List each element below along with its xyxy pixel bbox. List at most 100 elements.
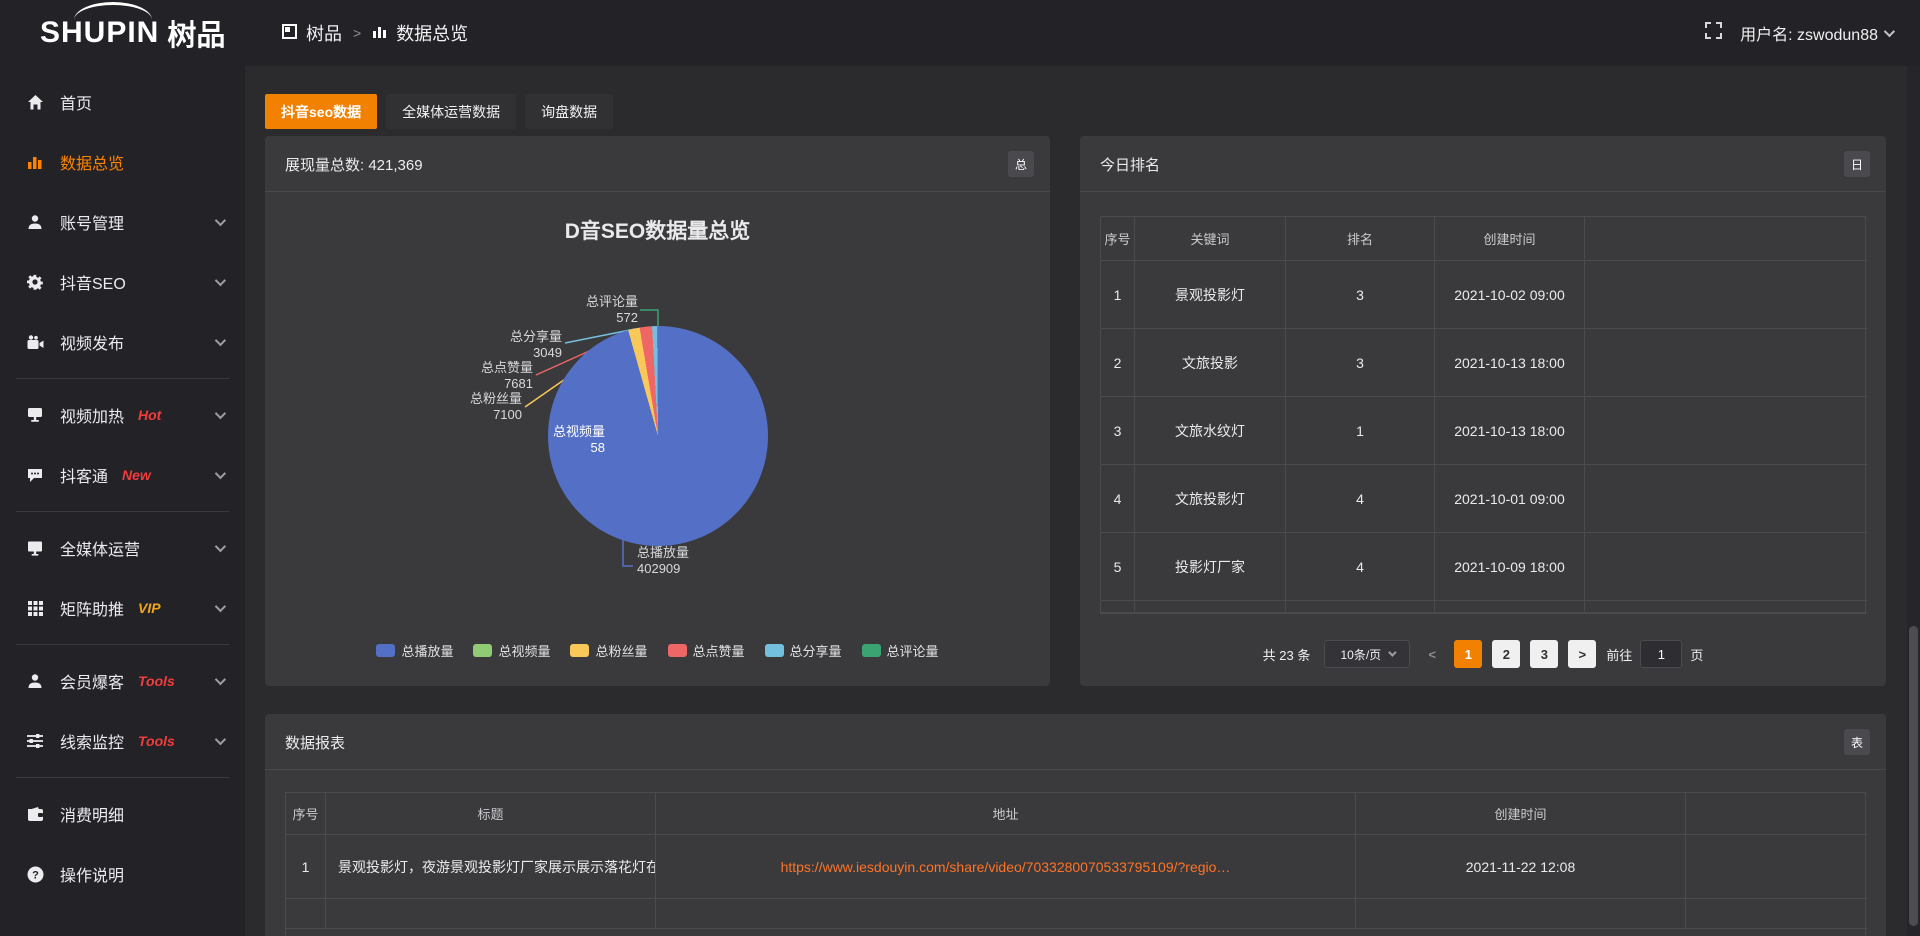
sidebar-item-label: 消费明细 (60, 808, 125, 825)
page-unit-label: 页 (1690, 647, 1704, 663)
chevron-down-icon (214, 274, 227, 287)
table-tail-cell (1686, 899, 1867, 929)
table-cell: 2021-10-13 18:00 (1435, 397, 1585, 465)
sidebar-item-account[interactable]: 账号管理 (0, 192, 245, 252)
sidebar-item-clue-monitor[interactable]: 线索监控 Tools (0, 711, 245, 771)
chevron-down-icon (1883, 25, 1896, 38)
next-page-button[interactable]: > (1568, 640, 1597, 668)
table-cell-empty (1585, 329, 1867, 397)
legend-item[interactable]: 总视频量 (473, 641, 550, 660)
column-header: 序号 (286, 793, 326, 835)
tab-douyin-seo-data[interactable]: 抖音seo数据 (265, 94, 378, 129)
tools-badge: Tools (138, 733, 175, 749)
breadcrumb-root[interactable]: 树品 (306, 24, 342, 44)
legend-swatch (570, 644, 590, 657)
page-button-3[interactable]: 3 (1530, 640, 1559, 668)
page-size-select[interactable]: 10条/页 (1324, 640, 1411, 668)
page-button-1[interactable]: 1 (1454, 640, 1483, 668)
logo-text-cn: 树品 (167, 20, 226, 52)
home-icon (26, 93, 44, 111)
goto-page-input[interactable] (1640, 640, 1683, 668)
table-tail-cell (1101, 601, 1135, 613)
tab-inquiry-data[interactable]: 询盘数据 (525, 94, 614, 129)
user-menu[interactable]: 用户名: zswodun88 (1740, 21, 1896, 45)
column-header: 创建时间 (1356, 793, 1686, 835)
chevron-down-icon (214, 600, 227, 613)
scrollbar-thumb[interactable] (1909, 626, 1918, 926)
total-view-button[interactable]: 总 (1008, 151, 1034, 177)
seo-pie-chart: D音SEO数据量总览 总评论量 572 总分享量 3049 (265, 193, 1050, 685)
legend-item[interactable]: 总播放量 (376, 641, 453, 660)
fullscreen-icon[interactable] (1705, 22, 1723, 44)
column-header: 地址 (656, 793, 1356, 835)
pagination-total: 共 23 条 (1262, 647, 1311, 663)
user-icon (26, 213, 44, 231)
pie-label-likes: 总点赞量 7681 (480, 360, 533, 391)
chevron-down-icon (214, 673, 227, 686)
chat-bubble-icon (26, 466, 44, 484)
overview-panel: 展现量总数: 421,369 总 D音SEO数据量总览 总评论量 572 (265, 136, 1050, 686)
table-cell: 4 (1286, 465, 1435, 533)
table-cell-empty (1585, 397, 1867, 465)
wallet-icon (26, 805, 44, 823)
chevron-down-icon (214, 214, 227, 227)
sidebar-item-douyin-seo[interactable]: 抖音SEO (0, 252, 245, 312)
sidebar-item-help[interactable]: ? 操作说明 (0, 844, 245, 904)
sidebar-item-label: 全媒体运营 (60, 542, 141, 559)
legend-item[interactable]: 总评论量 (861, 641, 939, 660)
video-camera-icon (26, 333, 44, 351)
legend-item[interactable]: 总点赞量 (667, 641, 745, 660)
tab-media-operation-data[interactable]: 全媒体运营数据 (386, 94, 517, 129)
table-tail-cell (1135, 601, 1286, 613)
page-button-2[interactable]: 2 (1492, 640, 1521, 668)
chart-legend: 总播放量 总视频量 总粉丝量 总点赞量 总分享量 总评论量 (265, 641, 1050, 660)
chevron-down-icon (214, 733, 227, 746)
table-cell: 文旅投影 (1135, 329, 1286, 397)
prev-page-button[interactable]: < (1428, 646, 1437, 662)
pie-chart-circle[interactable] (548, 326, 768, 546)
overview-panel-header: 展现量总数: 421,369 总 (265, 136, 1050, 192)
legend-swatch (473, 644, 493, 657)
vip-badge: VIP (138, 600, 161, 616)
question-circle-icon: ? (26, 865, 44, 883)
sidebar-item-douketong[interactable]: 抖客通 New (0, 445, 245, 505)
legend-item[interactable]: 总分享量 (764, 641, 842, 660)
rank-panel: 今日排名 日 序号 关键词 排名 创建时间 1 景观投影灯 3 2021-10-02 … (1080, 136, 1886, 686)
new-badge: New (122, 467, 151, 483)
sidebar-item-consumption[interactable]: 消费明细 (0, 784, 245, 844)
pie-label-plays: 总播放量 402909 (637, 545, 690, 576)
sidebar-item-matrix-boost[interactable]: 矩阵助推 VIP (0, 578, 245, 638)
column-header: 创建时间 (1435, 217, 1585, 261)
column-header: 标题 (326, 793, 656, 835)
svg-text:?: ? (32, 869, 39, 881)
sidebar-item-video-heat[interactable]: 视频加热 Hot (0, 385, 245, 445)
sidebar-item-label: 线索监控 (60, 735, 125, 752)
table-cell: 2021-10-02 09:00 (1435, 261, 1585, 329)
table-tail-cell (1356, 899, 1686, 929)
sidebar-item-member-burst[interactable]: 会员爆客 Tools (0, 651, 245, 711)
app-square-icon (282, 23, 297, 44)
sidebar-item-media-operation[interactable]: 全媒体运营 (0, 518, 245, 578)
table-cell: 1 (1101, 261, 1135, 329)
sidebar-item-video-publish[interactable]: 视频发布 (0, 312, 245, 372)
legend-label: 总评论量 (886, 644, 939, 659)
table-view-button[interactable]: 表 (1844, 729, 1870, 755)
goto-label: 前往 (1606, 647, 1633, 663)
sidebar-item-label: 首页 (60, 96, 93, 113)
day-view-button[interactable]: 日 (1844, 151, 1870, 177)
logo: SHUPIN 树品 (40, 0, 225, 66)
table-cell: 2021-11-22 12:08 (1356, 835, 1686, 899)
legend-item[interactable]: 总粉丝量 (570, 641, 648, 660)
chart-title: D音SEO数据量总览 (564, 220, 751, 243)
table-tail-cell (326, 899, 656, 929)
sidebar-item-home[interactable]: 首页 (0, 72, 245, 132)
sidebar-divider (16, 777, 229, 778)
chevron-down-icon (214, 467, 227, 480)
sidebar-divider (16, 378, 229, 379)
sidebar-item-data-overview[interactable]: 数据总览 (0, 132, 245, 192)
table-cell: 2021-10-01 09:00 (1435, 465, 1585, 533)
video-link[interactable]: https://www.iesdouyin.com/share/video/70… (780, 858, 1231, 875)
column-header: 序号 (1101, 217, 1135, 261)
tools-badge: Tools (138, 673, 175, 689)
report-panel: 数据报表 表 序号 标题 地址 创建时间 1 景观投影灯，夜游景观投影灯厂家展示展… (265, 714, 1886, 936)
